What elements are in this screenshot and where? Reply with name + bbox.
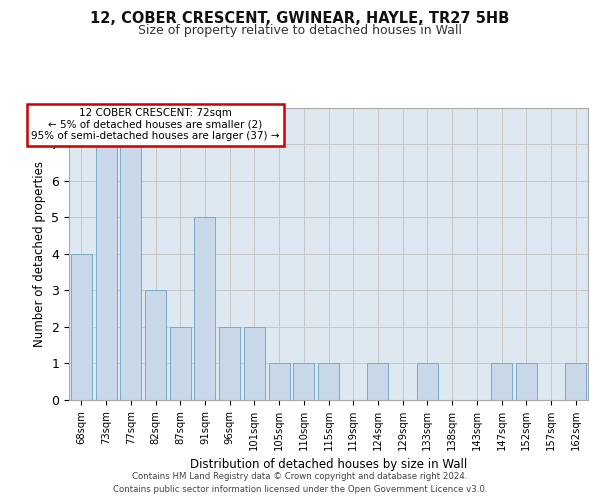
Bar (194, 217, 215, 400)
Bar (417, 364, 438, 400)
Bar (120, 144, 141, 400)
Bar (293, 364, 314, 400)
Bar (219, 327, 240, 400)
X-axis label: Distribution of detached houses by size in Wall: Distribution of detached houses by size … (190, 458, 467, 471)
Bar (244, 327, 265, 400)
Bar (71, 254, 92, 400)
Bar (491, 364, 512, 400)
Bar (565, 364, 586, 400)
Bar (269, 364, 290, 400)
Bar (516, 364, 537, 400)
Text: 12, COBER CRESCENT, GWINEAR, HAYLE, TR27 5HB: 12, COBER CRESCENT, GWINEAR, HAYLE, TR27… (91, 11, 509, 26)
Bar (367, 364, 388, 400)
Text: Contains HM Land Registry data © Crown copyright and database right 2024.
Contai: Contains HM Land Registry data © Crown c… (113, 472, 487, 494)
Bar (145, 290, 166, 400)
Text: Size of property relative to detached houses in Wall: Size of property relative to detached ho… (138, 24, 462, 37)
Text: 12 COBER CRESCENT: 72sqm
← 5% of detached houses are smaller (2)
95% of semi-det: 12 COBER CRESCENT: 72sqm ← 5% of detache… (31, 108, 280, 142)
Bar (170, 327, 191, 400)
Bar (318, 364, 339, 400)
Bar (95, 144, 116, 400)
Y-axis label: Number of detached properties: Number of detached properties (33, 161, 46, 347)
